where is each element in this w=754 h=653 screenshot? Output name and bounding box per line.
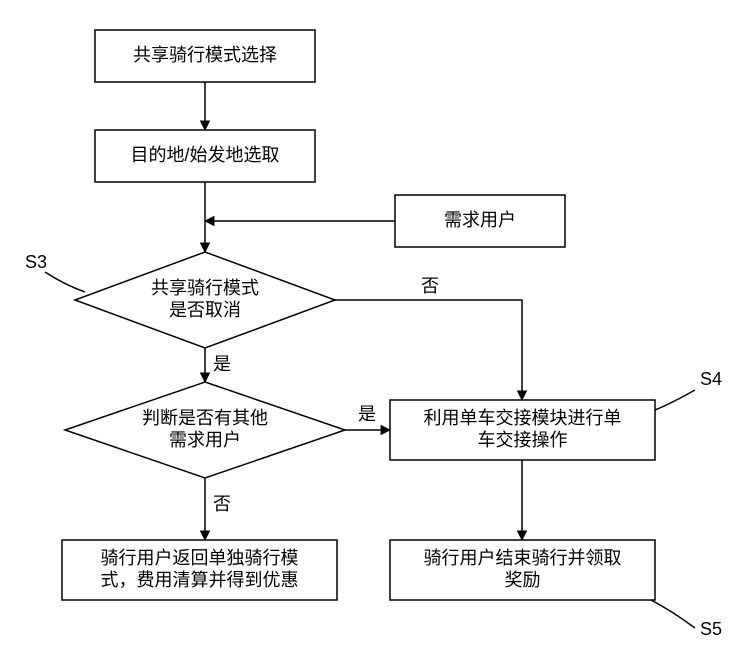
node-n2-line-0: 目的地/始发地选取	[130, 145, 279, 165]
node-n2: 目的地/始发地选取	[95, 130, 315, 182]
node-n4: 利用单车交接模块进行单车交接操作	[390, 400, 655, 460]
label-S4: S4	[700, 369, 722, 389]
node-n3: 需求用户	[395, 195, 565, 247]
edge-4	[335, 300, 522, 400]
node-n5-line-1: 式，费用清算并得到优惠	[101, 570, 299, 590]
node-d1-line-0: 共享骑行模式	[151, 278, 259, 298]
node-n6-line-1: 奖励	[505, 570, 541, 590]
node-d1: 共享骑行模式是否取消	[75, 252, 335, 348]
edge-label-6: 否	[213, 494, 231, 514]
node-d1-line-1: 是否取消	[169, 300, 241, 320]
node-d2-line-0: 判断是否有其他	[142, 408, 268, 428]
nodes: 共享骑行模式选择目的地/始发地选取需求用户共享骑行模式是否取消判断是否有其他需求…	[62, 30, 655, 600]
node-n4-line-0: 利用单车交接模块进行单	[424, 408, 622, 428]
node-n3-line-0: 需求用户	[444, 210, 516, 230]
label-S5: S5	[700, 619, 722, 639]
leader-S3	[45, 272, 85, 292]
node-n1: 共享骑行模式选择	[95, 30, 315, 82]
node-n4-line-1: 车交接操作	[478, 430, 568, 450]
edge-label-4: 否	[421, 276, 439, 296]
node-d2: 判断是否有其他需求用户	[65, 382, 345, 478]
edge-label-5: 是	[358, 404, 376, 424]
node-n6: 骑行用户结束骑行并领取奖励	[390, 540, 655, 600]
node-n5: 骑行用户返回单独骑行模式，费用清算并得到优惠	[62, 540, 337, 600]
leader-S4	[655, 390, 695, 410]
leader-S5	[651, 600, 695, 628]
edge-label-3: 是	[213, 354, 231, 374]
node-n6-line-0: 骑行用户结束骑行并领取	[424, 548, 622, 568]
node-n1-line-0: 共享骑行模式选择	[133, 45, 277, 65]
label-S3: S3	[25, 252, 47, 272]
node-d2-line-1: 需求用户	[169, 430, 241, 450]
node-n5-line-0: 骑行用户返回单独骑行模	[101, 548, 299, 568]
